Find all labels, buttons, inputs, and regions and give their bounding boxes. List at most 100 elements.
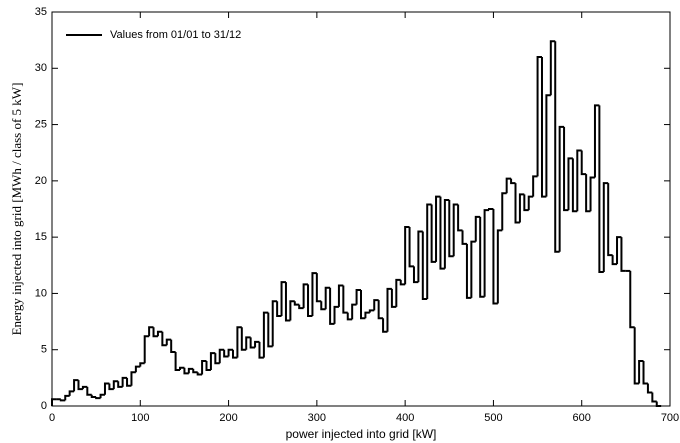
histogram-step [536, 56, 542, 177]
histogram-step [214, 353, 220, 365]
histogram-step [532, 175, 538, 197]
x-tick-label: 400 [396, 412, 414, 424]
histogram-step [289, 300, 295, 321]
histogram-step [417, 230, 423, 283]
histogram-step [382, 318, 388, 333]
histogram-step [576, 149, 582, 212]
histogram-step [593, 104, 600, 178]
histogram-step [161, 331, 167, 347]
histogram-step [337, 284, 344, 307]
histogram-step [59, 399, 66, 402]
histogram-step [655, 401, 662, 407]
histogram-step [139, 362, 145, 367]
histogram-step [368, 309, 375, 313]
histogram-step [64, 394, 70, 401]
histogram-step [510, 178, 516, 185]
histogram-step [298, 304, 304, 310]
histogram-step [514, 183, 520, 224]
histogram-step [307, 284, 313, 317]
histogram-step [231, 349, 238, 359]
histogram-step [320, 301, 326, 311]
histogram-step [602, 182, 609, 273]
histogram-step [130, 371, 136, 386]
histogram-step [421, 231, 428, 301]
histogram-step [435, 195, 441, 262]
histogram-step [174, 351, 181, 371]
histogram-step [629, 270, 635, 329]
histogram-step [293, 301, 300, 306]
histogram-step [549, 40, 556, 96]
histogram-step [465, 243, 472, 299]
histogram-step [554, 41, 560, 253]
legend-label: Values from 01/01 to 31/12 [110, 29, 241, 41]
y-tick-label: 5 [41, 344, 47, 356]
histogram-step [112, 380, 119, 390]
histogram-step [399, 279, 406, 286]
histogram-step [505, 177, 512, 194]
y-tick-label: 25 [35, 118, 47, 130]
histogram-step [152, 327, 158, 338]
histogram-step [377, 300, 384, 320]
histogram-step [170, 339, 176, 353]
histogram-step [324, 286, 331, 310]
histogram-step [386, 287, 392, 332]
x-tick-label: 100 [131, 412, 149, 424]
histogram-step [126, 377, 132, 387]
histogram-step [236, 326, 242, 358]
x-tick-label: 300 [308, 412, 326, 424]
histogram-step [527, 195, 534, 211]
x-tick-label: 700 [661, 412, 679, 424]
histogram-step [390, 288, 397, 308]
histogram-step [108, 383, 114, 391]
histogram-step [355, 289, 361, 305]
histogram-step [461, 230, 467, 245]
histogram-step [492, 209, 498, 305]
histogram-step [571, 158, 578, 213]
histogram-step [523, 194, 529, 212]
histogram-step [51, 398, 57, 406]
histogram-step [646, 383, 653, 394]
histogram-step [439, 196, 445, 270]
y-tick-label: 15 [35, 231, 47, 243]
histogram-step [651, 392, 657, 403]
histogram-step [192, 368, 198, 374]
histogram-step [227, 348, 233, 357]
histogram-step [218, 348, 225, 364]
histogram-step [360, 290, 366, 320]
histogram-step [620, 237, 626, 272]
histogram-step [271, 300, 278, 347]
histogram-step [488, 208, 494, 211]
histogram-step [245, 336, 251, 350]
x-tick-label: 0 [49, 412, 55, 424]
histogram-step [315, 273, 322, 303]
histogram-step [443, 198, 450, 269]
histogram-step [311, 272, 317, 316]
histogram-step [95, 396, 101, 400]
histogram-step [280, 281, 286, 316]
histogram-step [302, 283, 309, 309]
histogram-step [223, 349, 229, 358]
histogram-step [329, 287, 335, 325]
histogram-step [479, 216, 485, 298]
histogram-step [134, 365, 141, 373]
histogram-step [496, 229, 503, 304]
y-tick-label: 30 [35, 62, 47, 74]
histogram-step [589, 176, 595, 212]
histogram-step [545, 94, 551, 197]
histogram-step [457, 204, 463, 232]
histogram-step [209, 352, 216, 370]
histogram-step [430, 204, 437, 263]
histogram-step [607, 183, 613, 257]
histogram-step [254, 340, 260, 348]
histogram-step [567, 157, 573, 211]
histogram-step [351, 303, 357, 320]
x-tick-label: 200 [219, 412, 237, 424]
histogram-step [501, 192, 507, 231]
histogram-step [474, 215, 481, 242]
plot-frame [51, 11, 671, 407]
histogram-step [563, 126, 569, 212]
histogram-step [276, 301, 282, 317]
histogram-step [642, 360, 648, 385]
histogram-step [598, 105, 604, 274]
